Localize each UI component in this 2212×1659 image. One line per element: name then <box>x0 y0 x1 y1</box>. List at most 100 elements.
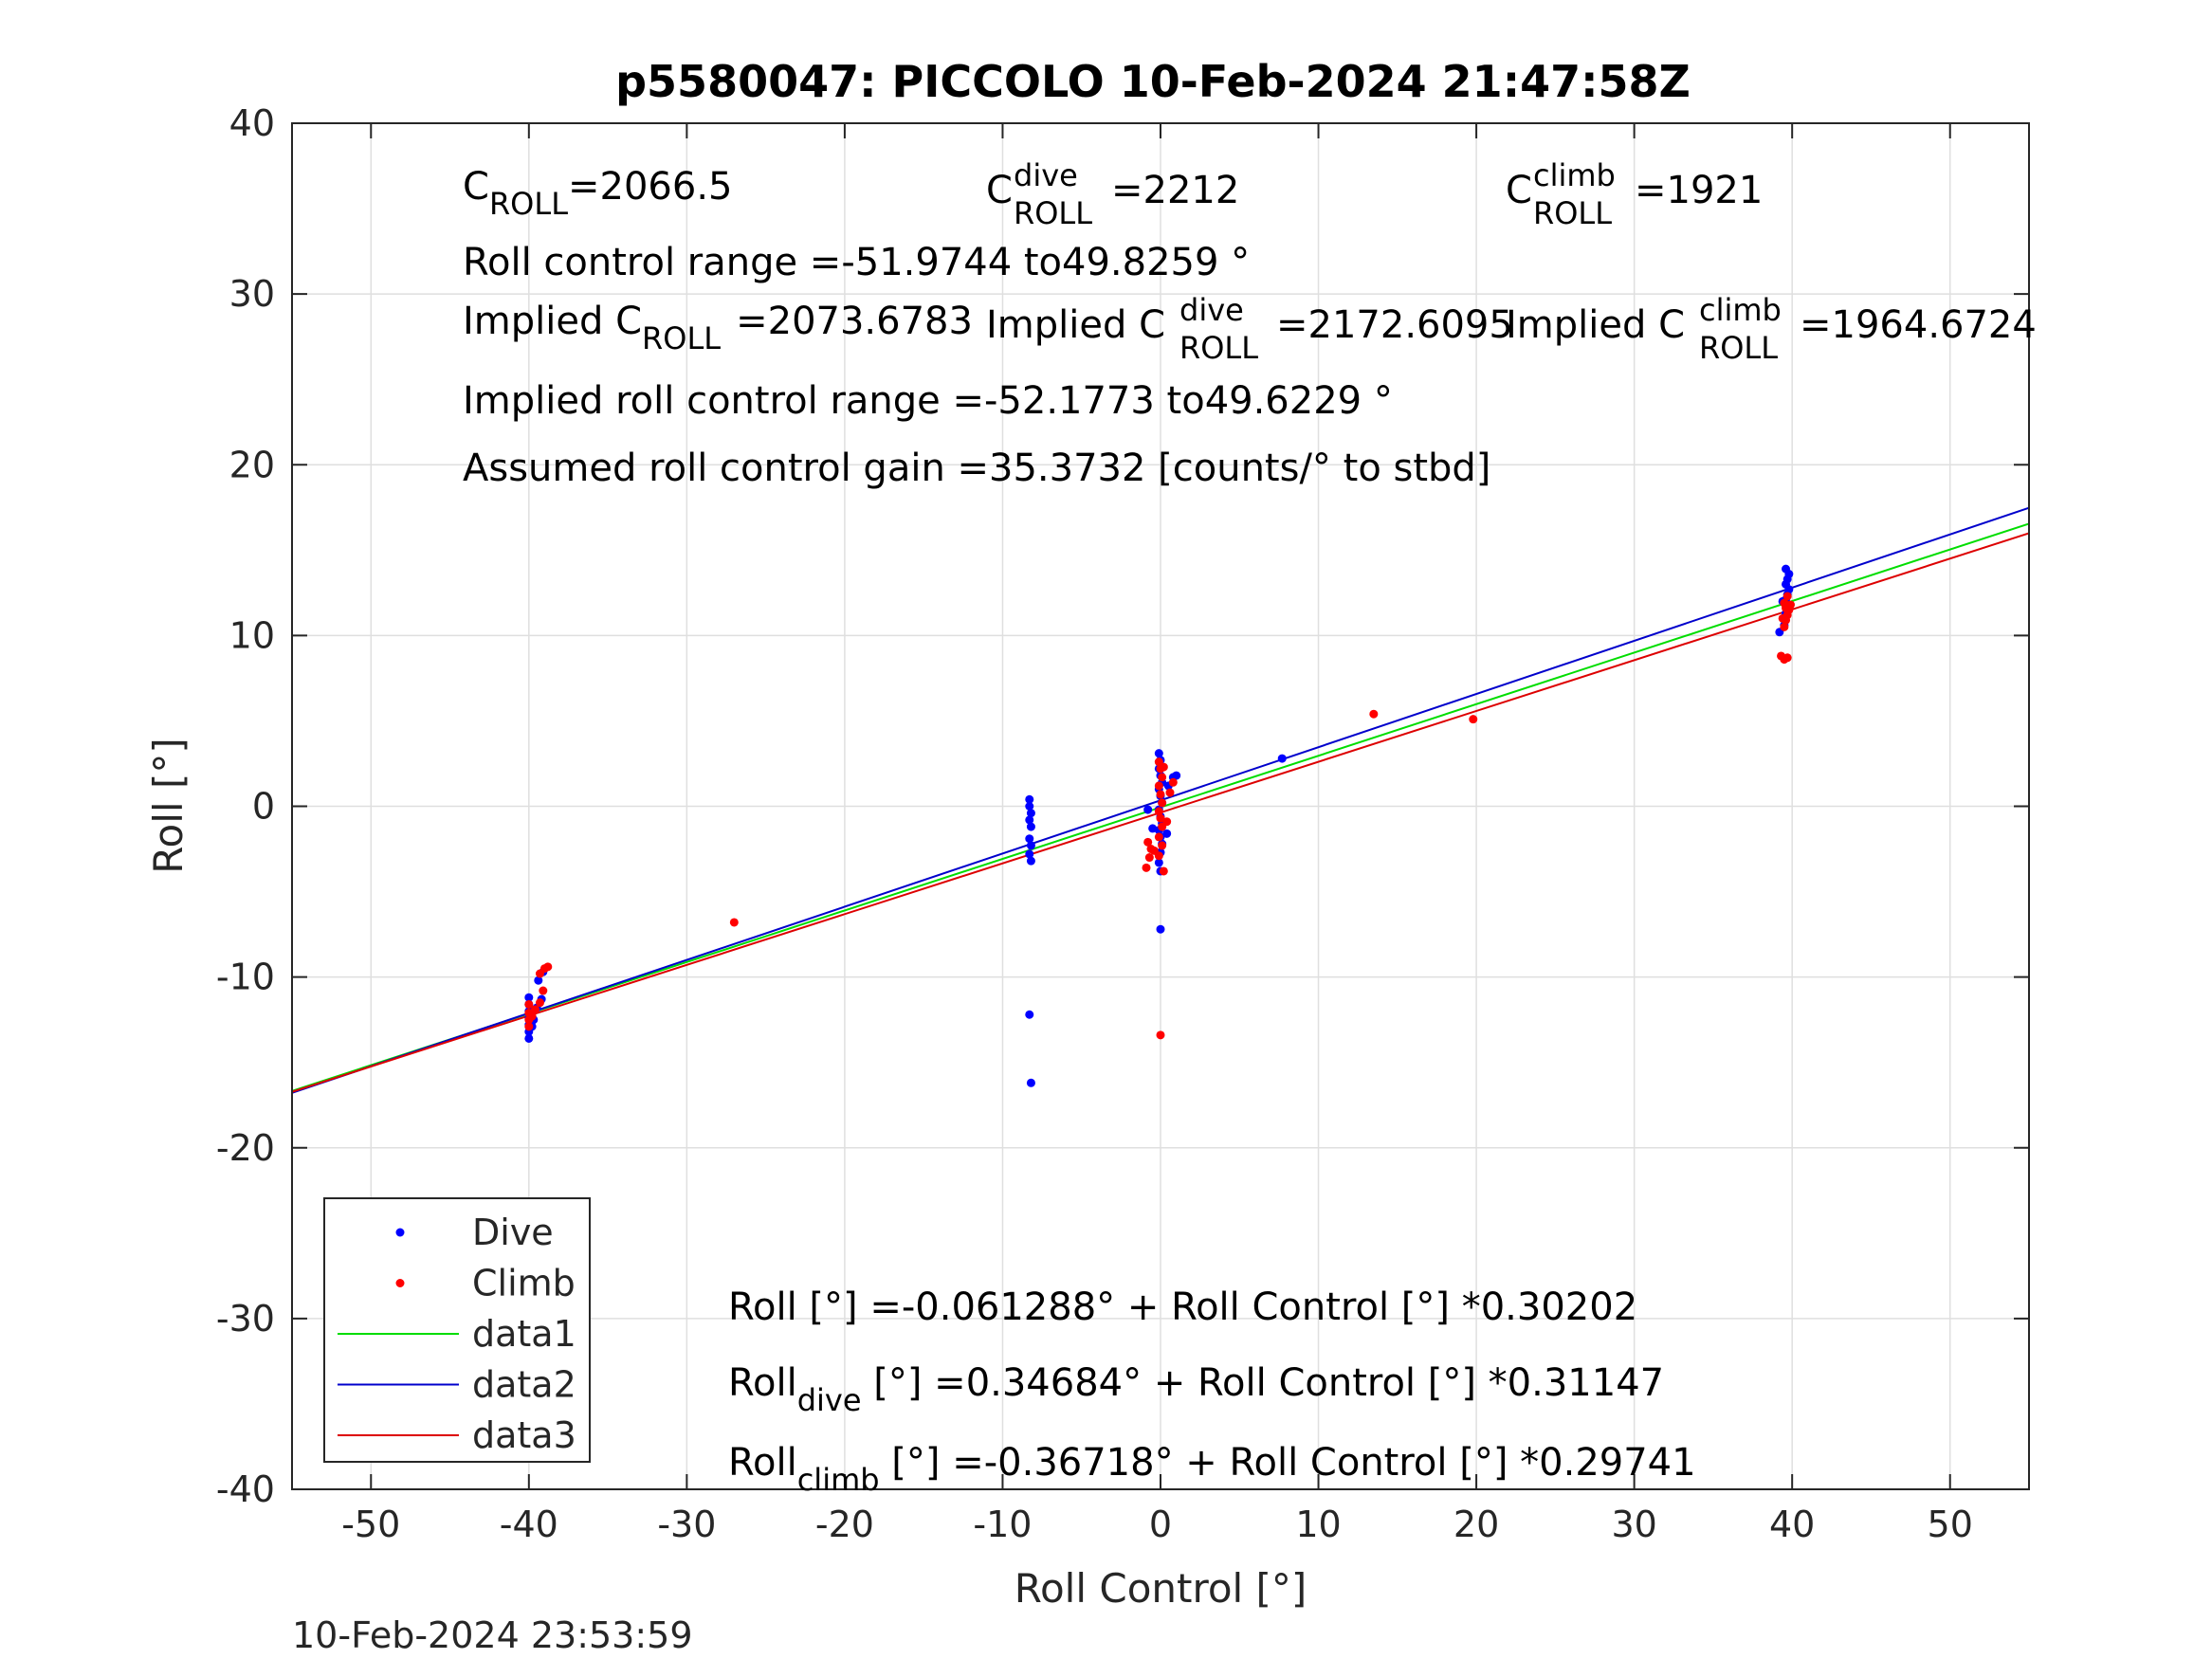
x-tick-label: 10 <box>1295 1504 1341 1545</box>
svg-text:ROLL: ROLL <box>1014 195 1092 231</box>
implied-c-roll-dive-annotation: Implied C dive ROLL =2172.6095 <box>986 292 1513 366</box>
y-axis-label: Roll [°] <box>145 738 192 873</box>
dive-point <box>1025 1010 1034 1019</box>
legend-label-data2: data2 <box>472 1364 576 1406</box>
fit-equation-dive: Rolldive [°] =0.34684° + Roll Control [°… <box>728 1361 1664 1418</box>
svg-text:ROLL: ROLL <box>1533 195 1612 231</box>
dive-point <box>1782 564 1791 574</box>
x-tick-label: 50 <box>1928 1504 1973 1545</box>
climb-point <box>1154 851 1163 861</box>
climb-point <box>1159 762 1168 772</box>
dive-point <box>1025 794 1034 804</box>
dive-point <box>1162 829 1172 838</box>
dive-point <box>524 993 534 1002</box>
climb-point <box>1168 777 1178 787</box>
x-tick-label: 40 <box>1769 1504 1815 1545</box>
legend-label-data3: data3 <box>472 1414 576 1456</box>
climb-point <box>1162 817 1172 827</box>
legend-label-Climb: Climb <box>472 1263 576 1304</box>
x-axis-label: Roll Control [°] <box>1015 1565 1307 1612</box>
y-tick-label: -20 <box>216 1127 275 1169</box>
y-tick-label: 20 <box>229 444 275 485</box>
climb-point <box>1782 653 1792 663</box>
x-tick-label: 20 <box>1453 1504 1499 1545</box>
climb-point <box>539 986 548 995</box>
climb-point <box>543 962 553 972</box>
dive-point <box>1172 771 1181 780</box>
svg-text:=1964.6724: =1964.6724 <box>1800 303 2037 347</box>
climb-point <box>1156 813 1165 823</box>
legend-label-data1: data1 <box>472 1313 576 1355</box>
dive-point <box>1026 809 1035 818</box>
svg-text:ROLL: ROLL <box>1699 330 1778 366</box>
fit-equation-all: Roll [°] =-0.061288° + Roll Control [°] … <box>728 1285 1637 1329</box>
climb-point <box>1369 709 1379 719</box>
legend-items: Dive Climb data1 data2 data3 <box>338 1212 576 1456</box>
dive-point <box>1025 849 1034 859</box>
svg-text:climb: climb <box>1533 157 1616 193</box>
climb-point <box>524 1022 534 1031</box>
y-tick-label: -30 <box>216 1298 275 1340</box>
climb-point <box>1778 613 1787 623</box>
timestamp: 10-Feb-2024 23:53:59 <box>292 1614 693 1656</box>
dive-point <box>1026 856 1035 866</box>
dive-point <box>1026 841 1035 850</box>
climb-point <box>1142 863 1151 872</box>
dive-point <box>1154 749 1163 758</box>
climb-point <box>1158 798 1167 808</box>
plot-frame <box>291 122 2030 1490</box>
svg-text:dive: dive <box>1014 157 1078 193</box>
svg-text:=1921: =1921 <box>1635 169 1763 212</box>
climb-point <box>1786 600 1796 610</box>
climb-point <box>1782 592 1792 601</box>
c-roll-climb-annotation: C climb ROLL =1921 <box>1506 157 1763 231</box>
c-roll-dive-annotation: C dive ROLL =2212 <box>986 157 1239 231</box>
svg-text:dive: dive <box>1179 292 1244 328</box>
dive-point <box>1025 834 1034 844</box>
climb-point <box>1154 807 1163 816</box>
data-points <box>524 564 1796 1087</box>
implied-c-roll-climb-annotation: Implied C climb ROLL =1964.6724 <box>1506 292 2037 366</box>
x-tick-label: -30 <box>657 1504 716 1545</box>
svg-text:Implied C: Implied C <box>986 303 1165 347</box>
dive-point <box>534 975 543 985</box>
svg-text:=2172.6095: =2172.6095 <box>1276 303 1513 347</box>
implied-c-roll-annotation: Implied CROLL =2073.6783 <box>463 300 973 356</box>
dive-point <box>1026 1078 1035 1087</box>
climb-point <box>1144 853 1154 863</box>
legend-marker-Dive <box>395 1228 405 1237</box>
svg-text:climb: climb <box>1699 292 1782 328</box>
legend-marker-Climb <box>395 1279 405 1287</box>
legend: Dive Climb data1 data2 data3 <box>323 1197 591 1463</box>
chart-title: p5580047: PICCOLO 10-Feb-2024 21:47:58Z <box>615 56 1691 107</box>
dive-point <box>524 1033 534 1043</box>
x-tick-labels: -50 -40 -30 -20 -10 0 10 20 30 40 50 <box>341 1504 1973 1545</box>
climb-point <box>530 1005 539 1014</box>
x-tick-label: -10 <box>973 1504 1032 1545</box>
implied-roll-control-range: Implied roll control range =-52.1773 to4… <box>463 379 1393 423</box>
svg-text:Implied C: Implied C <box>1506 303 1685 347</box>
climb-point <box>1158 841 1167 850</box>
assumed-roll-gain: Assumed roll control gain =35.3732 [coun… <box>463 447 1490 490</box>
climb-point <box>1156 1030 1165 1040</box>
fit-equation-climb: Rollclimb [°] =-0.36718° + Roll Control … <box>728 1441 1696 1498</box>
climb-point <box>1469 715 1478 724</box>
y-tick-label: 30 <box>229 273 275 315</box>
y-tick-label: 0 <box>252 786 275 828</box>
roll-control-range: Roll control range =-51.9744 to49.8259 ° <box>463 241 1250 284</box>
svg-text:ROLL: ROLL <box>1179 330 1258 366</box>
y-tick-label: -40 <box>216 1468 275 1510</box>
dive-point <box>1025 802 1034 811</box>
climb-point <box>1154 781 1163 791</box>
x-tick-label: -50 <box>341 1504 400 1545</box>
dive-point <box>1277 754 1287 763</box>
dive-point <box>1156 924 1165 934</box>
climb-point <box>1154 832 1163 842</box>
y-tick-label: 10 <box>229 614 275 656</box>
dive-point <box>1025 815 1034 825</box>
legend-box <box>323 1197 591 1463</box>
y-tick-labels: -40 -30 -20 -10 0 10 20 30 40 <box>216 102 275 1510</box>
dive-point <box>1154 858 1163 867</box>
dive-point <box>1026 822 1035 831</box>
